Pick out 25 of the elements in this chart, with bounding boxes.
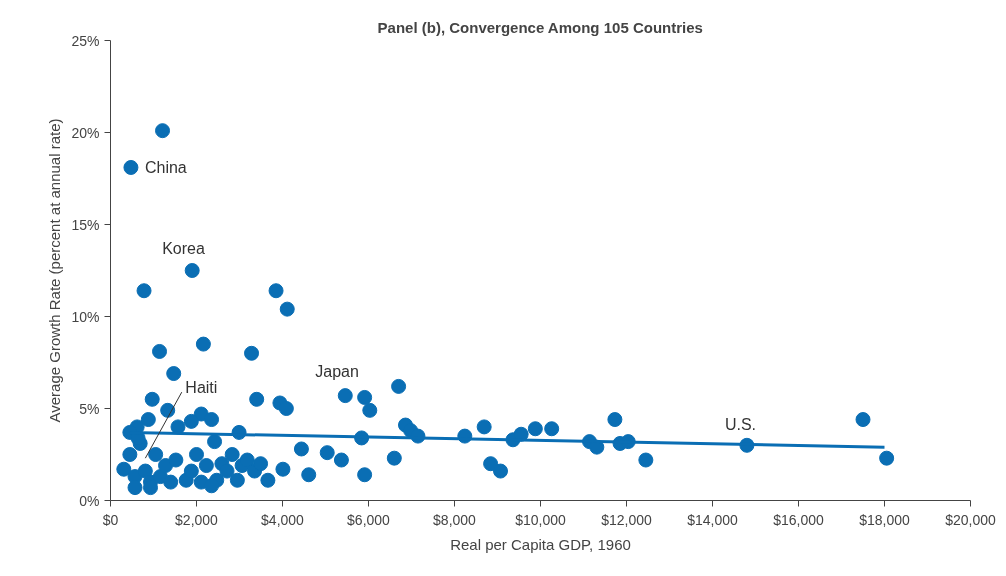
y-tick-label: 10%: [71, 308, 100, 325]
y-tick-label: 20%: [71, 124, 100, 141]
y-tick-label: 5%: [79, 400, 100, 417]
x-tick-label: $10,000: [515, 511, 567, 528]
x-tick-label: $12,000: [601, 511, 653, 528]
x-tick-label: $4,000: [261, 511, 305, 528]
x-tick-label: $8,000: [433, 511, 477, 528]
x-tick-label: $0: [102, 511, 119, 528]
annotation: China: [144, 159, 187, 177]
chart-title: Panel (b), Convergence Among 105 Countries: [377, 18, 703, 36]
x-tick-label: $14,000: [687, 511, 739, 528]
annotation: Haiti: [185, 379, 218, 397]
x-tick-label: $2,000: [175, 511, 219, 528]
x-tick-label: $20,000: [945, 511, 997, 528]
x-tick-label: $18,000: [859, 511, 911, 528]
y-tick-label: 25%: [71, 32, 100, 49]
annotation: Japan: [315, 362, 359, 380]
y-tick-label: 0%: [79, 492, 100, 509]
x-tick-label: $16,000: [773, 511, 825, 528]
y-axis-title: Average Growth Rate (percent at annual rate): [46, 118, 64, 423]
x-tick-label: $6,000: [347, 511, 391, 528]
annotation: Korea: [162, 239, 205, 257]
annotation: U.S.: [724, 416, 757, 434]
x-axis-title: Real per Capita GDP, 1960: [450, 535, 631, 553]
y-tick-label: 15%: [71, 216, 100, 233]
